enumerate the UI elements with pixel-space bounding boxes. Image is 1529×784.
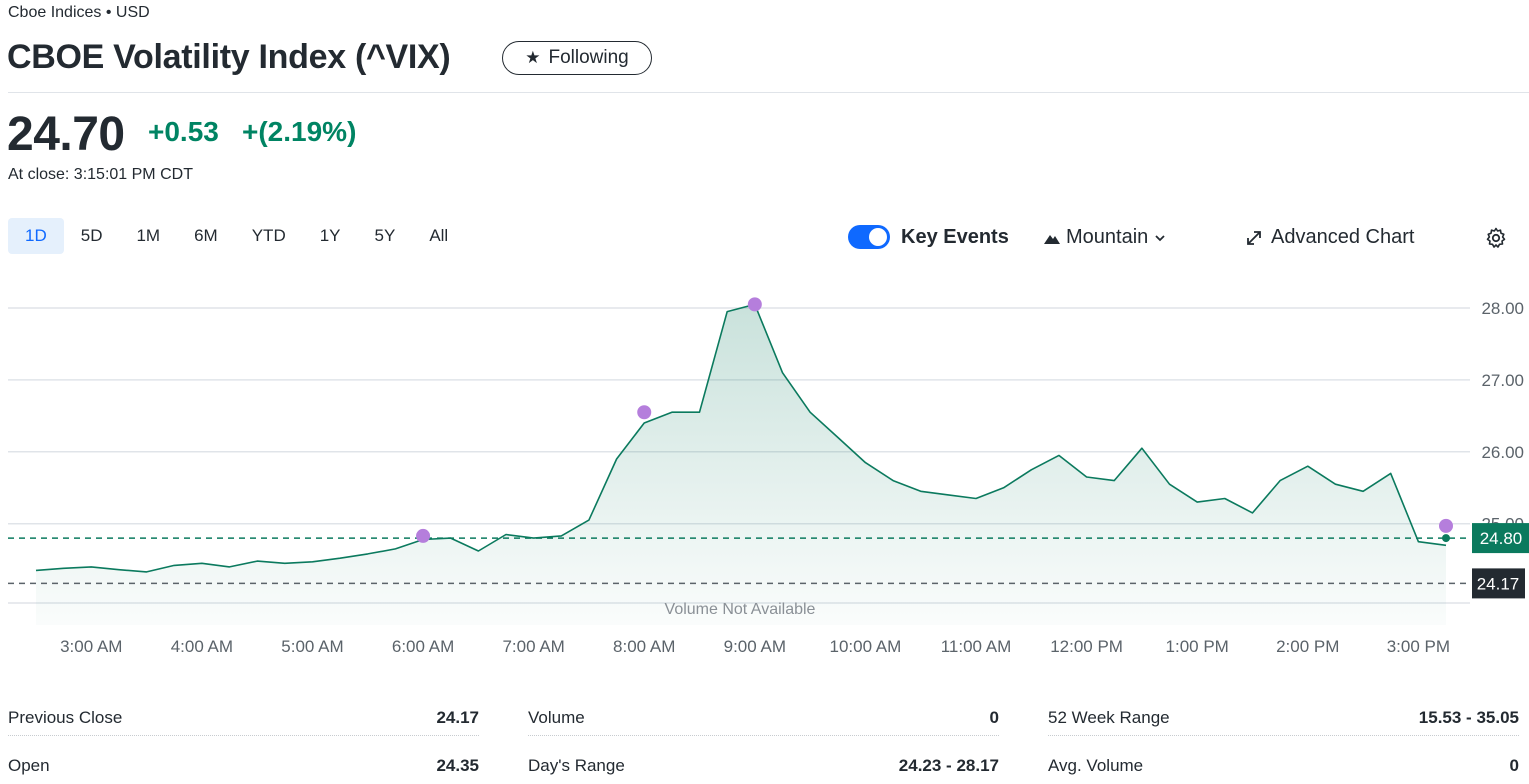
stat-value: 0	[1509, 756, 1519, 775]
range-tab-5y[interactable]: 5Y	[374, 226, 396, 245]
stat-avg-volume: Avg. Volume 0	[1048, 748, 1519, 784]
y-tick-label: 27.00	[1481, 371, 1524, 390]
price-line	[35, 303, 1447, 573]
current-price-tag: 24.80	[1472, 523, 1529, 554]
stat-value: 15.53 - 35.05	[1418, 707, 1519, 727]
star-icon: ★	[525, 48, 541, 67]
following-button[interactable]: ★ Following	[502, 41, 652, 75]
range-tab-ytd[interactable]: YTD	[251, 226, 286, 245]
x-tick-label: 9:00 AM	[724, 637, 786, 656]
following-label: Following	[548, 47, 629, 68]
advanced-chart-button[interactable]: Advanced Chart	[1245, 226, 1414, 249]
stat-label: Volume	[528, 707, 585, 727]
stat-label: Day's Range	[528, 756, 625, 775]
stat-label: 52 Week Range	[1048, 707, 1170, 727]
x-tick-label: 2:00 PM	[1276, 637, 1339, 656]
previous-close-label: 24.17	[1477, 574, 1520, 593]
current-price: 24.70	[7, 108, 125, 161]
stat-value: 24.17	[436, 707, 479, 727]
x-tick-label: 3:00 AM	[60, 637, 122, 656]
stat-label: Previous Close	[8, 707, 123, 727]
gear-icon[interactable]	[1484, 226, 1508, 250]
price-change: +0.53	[148, 116, 219, 147]
mountain-icon	[1044, 234, 1060, 244]
stat-label: Open	[8, 756, 50, 775]
event-marker	[416, 528, 431, 543]
previous-close-tag: 24.17	[1472, 568, 1525, 599]
current-price-label: 24.80	[1480, 529, 1523, 548]
stat-volume: Volume 0	[528, 700, 999, 736]
range-tab-6m[interactable]: 6M	[194, 226, 218, 245]
x-tick-label: 7:00 AM	[502, 637, 564, 656]
range-tab-1d[interactable]: 1D	[8, 218, 64, 254]
chart-reference-lines	[8, 537, 1470, 585]
x-axis: 3:00 AM 4:00 AM 5:00 AM 6:00 AM 7:00 AM 8:00 …	[60, 637, 1450, 656]
x-tick-label: 10:00 AM	[829, 637, 901, 656]
expand-icon	[1247, 230, 1261, 245]
key-events-toggle[interactable]	[848, 225, 890, 249]
event-marker	[1439, 518, 1453, 533]
advanced-chart-label: Advanced Chart	[1271, 226, 1415, 248]
toggle-knob	[869, 228, 887, 246]
x-tick-label: 8:00 AM	[613, 637, 675, 656]
x-tick-label: 4:00 AM	[171, 637, 233, 656]
stat-value: 24.35	[436, 756, 479, 775]
stat-value: 24.23 - 28.17	[898, 756, 999, 775]
x-tick-label: 5:00 AM	[281, 637, 343, 656]
y-tick-label: 28.00	[1481, 299, 1524, 318]
stat-open: Open 24.35	[8, 748, 479, 784]
stat-days-range: Day's Range 24.23 - 28.17	[528, 748, 999, 784]
price-change-percent: +(2.19%)	[242, 116, 357, 147]
event-marker	[637, 405, 652, 420]
page-title: CBOE Volatility Index (^VIX)	[7, 38, 451, 76]
stat-previous-close: Previous Close 24.17	[8, 700, 479, 736]
x-tick-label: 12:00 PM	[1050, 637, 1123, 656]
range-tab-5d[interactable]: 5D	[80, 226, 103, 245]
range-tab-all[interactable]: All	[429, 226, 449, 245]
last-point	[1442, 534, 1450, 543]
volume-note: Volume Not Available	[665, 601, 816, 618]
chart-type-label: Mountain	[1066, 226, 1149, 248]
x-tick-label: 11:00 AM	[941, 637, 1012, 656]
event-markers	[416, 297, 1453, 543]
chart-area	[35, 303, 1450, 625]
stat-value: 0	[989, 707, 999, 727]
close-time: At close: 3:15:01 PM CDT	[8, 166, 193, 183]
range-tabs: 1D 5D 1M 6M YTD 1Y 5Y All	[8, 218, 465, 254]
event-marker	[747, 297, 762, 312]
range-tab-1y[interactable]: 1Y	[319, 226, 341, 245]
area-fill	[36, 304, 1446, 625]
stat-52-week-range: 52 Week Range 15.53 - 35.05	[1048, 700, 1519, 736]
x-tick-label: 1:00 PM	[1166, 637, 1229, 656]
chart-type-dropdown[interactable]: Mountain	[1044, 226, 1166, 249]
key-events-label[interactable]: Key Events	[901, 226, 1009, 248]
x-tick-label: 6:00 AM	[392, 637, 454, 656]
range-tab-1m[interactable]: 1M	[136, 226, 161, 245]
x-tick-label: 3:00 PM	[1387, 637, 1450, 656]
exchange-label: Cboe Indices • USD	[8, 4, 150, 21]
chevron-down-icon	[1155, 234, 1165, 241]
y-tick-label: 26.00	[1481, 443, 1524, 462]
stat-label: Avg. Volume	[1048, 756, 1144, 775]
header-divider	[8, 92, 1529, 93]
